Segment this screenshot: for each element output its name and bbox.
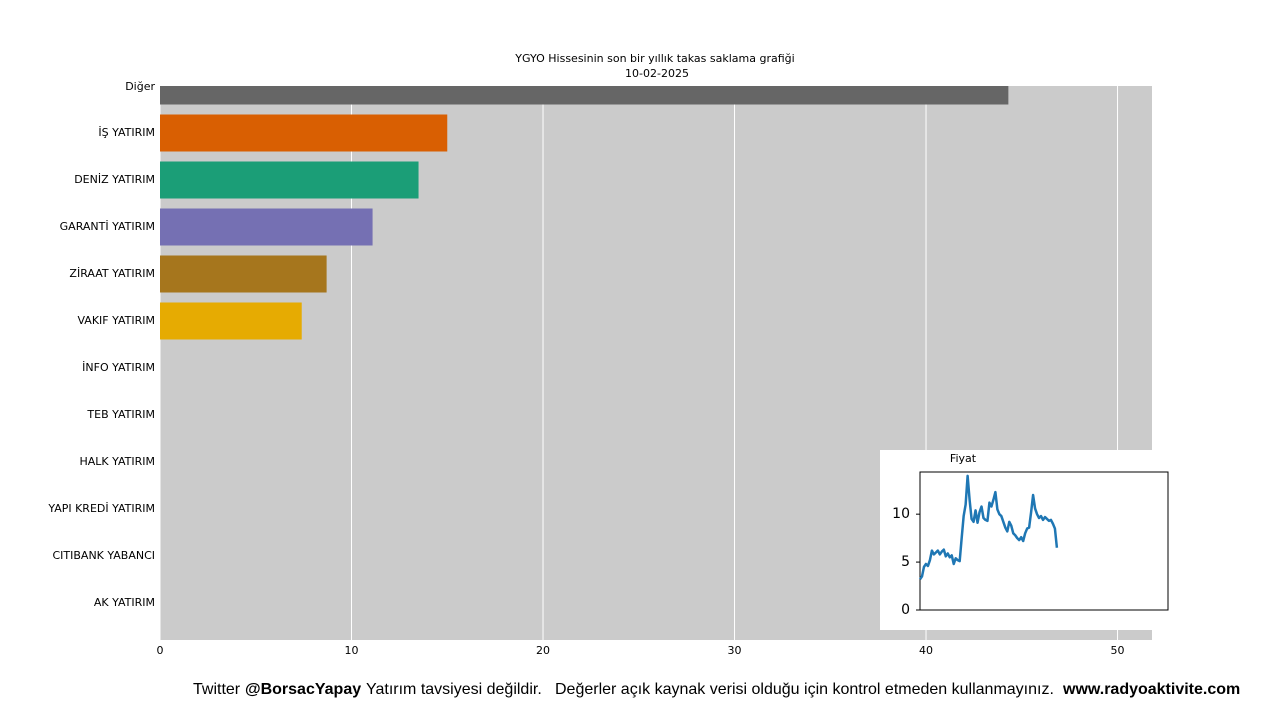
- bar: [160, 86, 1009, 105]
- bar: [160, 255, 327, 293]
- bar: [160, 114, 448, 152]
- inset-axes: [919, 471, 1169, 611]
- y-tick-label: YAPI KREDİ YATIRIM: [47, 502, 155, 515]
- y-tick-label: TEB YATIRIM: [86, 408, 155, 421]
- y-tick-label: 0: [901, 602, 910, 618]
- bar: [160, 208, 373, 246]
- chart-subtitle: 10-02-2025: [625, 67, 689, 80]
- y-tick-label: AK YATIRIM: [94, 596, 155, 609]
- footer-prefix: Twitter: [193, 681, 241, 698]
- x-tick-label: 50: [1111, 644, 1125, 657]
- y-tick-label: 10: [892, 506, 910, 522]
- y-tick-label: ZİRAAT YATIRIM: [69, 267, 155, 280]
- x-tick-label: 30: [728, 644, 742, 657]
- y-tick-label: CITIBANK YABANCI: [52, 549, 155, 562]
- bar: [160, 302, 302, 340]
- bar: [160, 161, 419, 199]
- y-tick-label: 5: [901, 554, 910, 570]
- price-line: [918, 474, 1059, 581]
- footer-site: www.radyoaktivite.com: [1062, 681, 1240, 698]
- y-tick-label: VAKIF YATIRIM: [77, 314, 155, 327]
- x-tick-label: 0: [157, 644, 164, 657]
- footer-note: Yatırım tavsiyesi değildir.: [366, 681, 542, 698]
- inset-title: Fiyat: [950, 452, 977, 465]
- y-tick-label: İŞ YATIRIM: [98, 126, 155, 139]
- y-tick-label: DENİZ YATIRIM: [74, 173, 155, 186]
- y-tick-label: Diğer: [125, 80, 155, 93]
- x-tick-label: 40: [919, 644, 933, 657]
- footer-disclaimer: Değerler açık kaynak verisi olduğu için …: [555, 681, 1054, 698]
- footer-handle: @BorsacYapay: [245, 681, 361, 698]
- y-tick-label: HALK YATIRIM: [79, 455, 155, 468]
- y-tick-label: İNFO YATIRIM: [82, 361, 155, 374]
- bars: [160, 86, 1009, 340]
- x-tick-label: 20: [536, 644, 550, 657]
- chart-title: YGYO Hissesinin son bir yıllık takas sak…: [514, 52, 794, 65]
- y-tick-label: GARANTİ YATIRIM: [60, 220, 155, 233]
- x-tick-label: 10: [345, 644, 359, 657]
